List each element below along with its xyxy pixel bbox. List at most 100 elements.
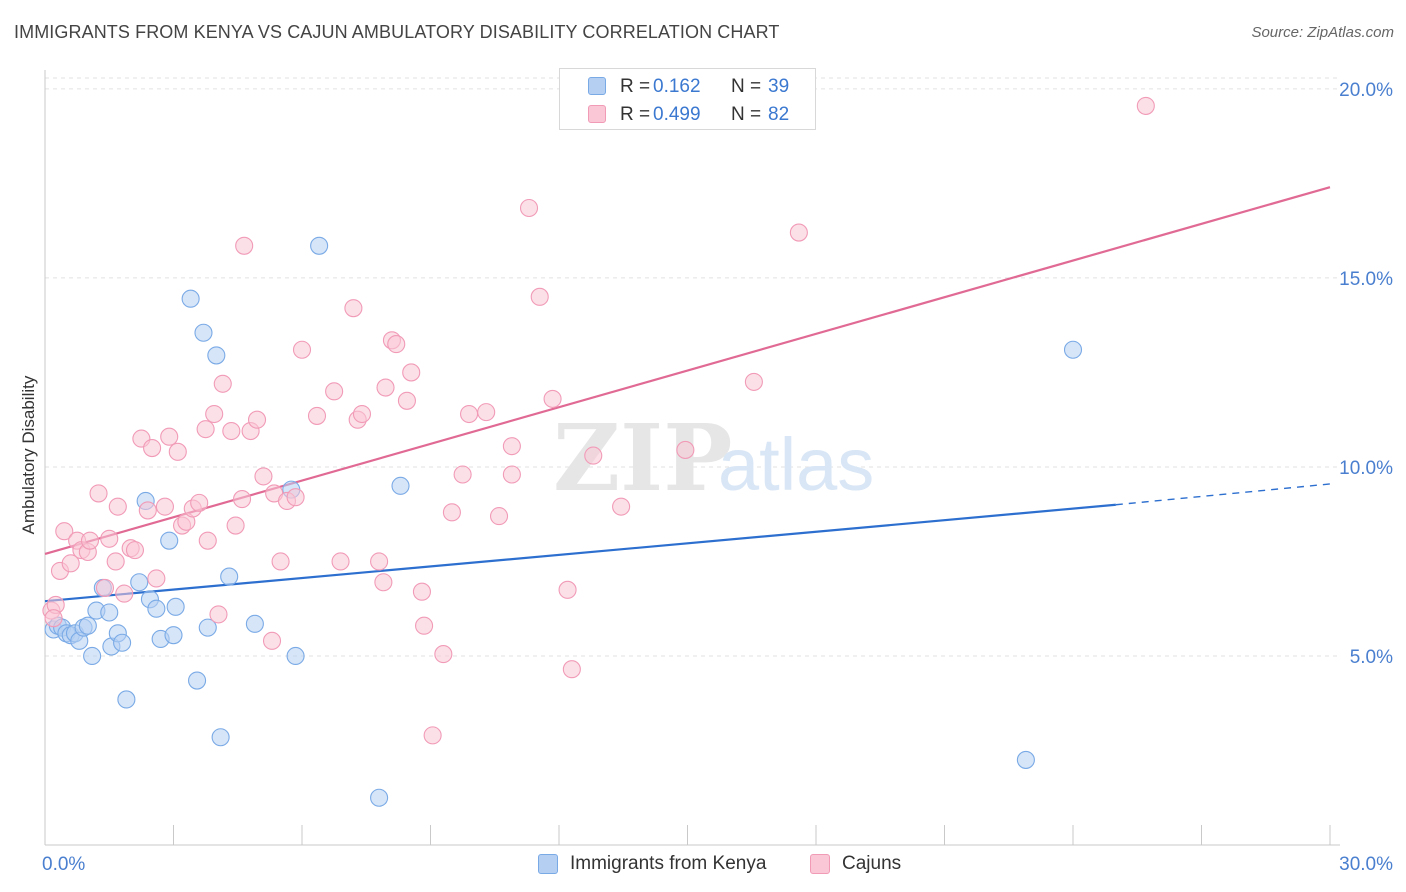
- point-0-23: [164, 626, 183, 645]
- point-1-11: [100, 529, 119, 548]
- point-1-81: [44, 609, 63, 628]
- point-0-25: [181, 289, 200, 308]
- point-1-16: [125, 541, 144, 560]
- point-1-3: [55, 522, 74, 541]
- chart-source: Source: ZipAtlas.com: [1251, 24, 1394, 41]
- point-1-73: [558, 580, 577, 599]
- point-1-44: [286, 488, 305, 507]
- point-0-30: [211, 728, 230, 747]
- trend-line-extension-0: [1115, 483, 1331, 506]
- x-tick-label-0: 0.0%: [42, 854, 85, 875]
- point-1-63: [442, 503, 461, 522]
- point-0-37: [391, 476, 410, 495]
- cajuns-r-value: 0.499: [653, 104, 701, 125]
- point-1-46: [307, 406, 327, 425]
- point-1-14: [115, 584, 134, 603]
- point-0-31: [220, 567, 239, 586]
- point-1-20: [147, 569, 166, 588]
- point-0-20: [147, 599, 166, 618]
- point-1-4: [61, 554, 80, 573]
- trend-line-1: [44, 186, 1331, 555]
- y-tick-label-3: 20.0%: [1339, 80, 1393, 101]
- n-label: N =: [731, 104, 762, 125]
- point-0-12: [100, 603, 119, 622]
- chart-title: IMMIGRANTS FROM KENYA VS CAJUN AMBULATOR…: [14, 22, 780, 42]
- point-1-47: [325, 382, 344, 401]
- grid-lines: [45, 77, 1340, 657]
- point-1-13: [108, 497, 127, 516]
- point-1-8: [80, 531, 100, 550]
- kenya-r-value: 0.162: [653, 76, 701, 97]
- point-1-32: [213, 374, 232, 393]
- point-1-61: [423, 726, 442, 745]
- point-1-22: [160, 427, 179, 446]
- point-1-30: [205, 404, 224, 424]
- cajuns-legend-swatch: [810, 854, 830, 874]
- r-label: R =: [620, 104, 651, 125]
- point-1-42: [271, 552, 290, 571]
- point-1-38: [247, 410, 267, 429]
- axis-labels: 5.0% 10.0% 15.0% 20.0% 0.0% 30.0% Ambulatory D…: [19, 80, 1393, 875]
- point-1-33: [222, 421, 241, 441]
- point-0-16: [117, 690, 136, 709]
- stats-legend: R = 0.162 N = 39 R = 0.499 N = 82: [559, 68, 816, 130]
- cajuns-swatch: [588, 105, 606, 123]
- axes: [44, 70, 1340, 846]
- point-1-77: [676, 440, 695, 459]
- kenya-legend-label: Immigrants from Kenya: [570, 853, 767, 874]
- point-1-12: [106, 552, 125, 571]
- y-tick-label-2: 15.0%: [1339, 269, 1393, 290]
- point-0-28: [198, 618, 217, 637]
- point-1-27: [190, 493, 209, 512]
- point-0-27: [194, 323, 213, 342]
- point-1-64: [453, 465, 472, 484]
- y-tick-label-1: 10.0%: [1339, 458, 1393, 479]
- point-1-29: [198, 531, 217, 550]
- point-1-53: [374, 573, 393, 592]
- trend-line-0: [44, 503, 1116, 603]
- point-1-39: [254, 467, 273, 486]
- point-0-39: [1016, 750, 1035, 769]
- point-1-56: [387, 335, 406, 354]
- point-1-71: [530, 287, 549, 306]
- y-tick-label-0: 5.0%: [1350, 647, 1393, 668]
- point-1-18: [138, 501, 157, 520]
- stats-legend-row-kenya: R = 0.162 N = 39: [560, 72, 815, 102]
- point-1-9: [89, 484, 108, 503]
- cajuns-legend-label: Cajuns: [842, 853, 902, 874]
- data-points: [42, 96, 1155, 807]
- point-1-51: [352, 404, 372, 424]
- point-1-72: [543, 389, 562, 408]
- point-1-76: [612, 497, 631, 516]
- point-1-65: [459, 404, 479, 424]
- point-1-28: [196, 420, 215, 439]
- point-1-60: [415, 616, 434, 635]
- cajuns-n-value: 82: [768, 104, 790, 125]
- point-1-34: [226, 516, 245, 535]
- point-1-74: [562, 660, 581, 679]
- kenya-n-value: 39: [768, 76, 790, 97]
- point-1-54: [376, 378, 395, 397]
- point-1-21: [155, 497, 174, 516]
- point-0-34: [286, 646, 305, 666]
- n-label: N =: [731, 76, 762, 97]
- point-0-32: [245, 614, 264, 633]
- point-1-52: [370, 552, 389, 571]
- kenya-legend-swatch: [538, 854, 558, 874]
- point-0-8: [78, 616, 97, 635]
- point-1-75: [584, 446, 603, 465]
- point-0-24: [166, 597, 185, 616]
- point-0-15: [113, 633, 132, 652]
- point-0-36: [370, 788, 389, 807]
- point-1-69: [502, 465, 521, 484]
- point-1-40: [262, 631, 282, 650]
- watermark-zip: ZIP: [553, 404, 732, 512]
- point-0-29: [207, 346, 226, 365]
- point-1-62: [434, 645, 453, 664]
- point-0-17: [130, 573, 149, 592]
- point-1-70: [519, 198, 539, 218]
- point-1-23: [168, 442, 187, 461]
- point-0-22: [160, 531, 179, 550]
- x-tick-label-1: 30.0%: [1339, 854, 1393, 875]
